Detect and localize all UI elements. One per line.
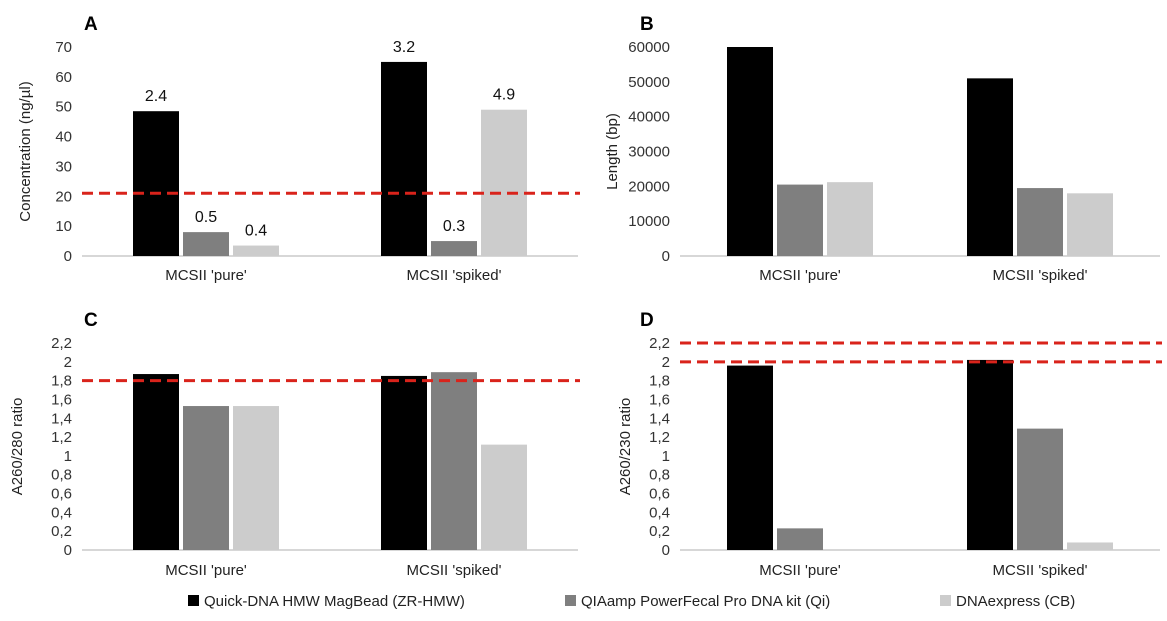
y-tick-label: 2: [64, 354, 72, 371]
y-tick-label: 1: [64, 448, 72, 465]
bar: [727, 47, 773, 256]
y-tick-label: 0: [64, 248, 72, 265]
legend: Quick-DNA HMW MagBead (ZR-HMW) QIAamp Pow…: [188, 593, 1075, 610]
x-category-label: MCSII 'spiked': [993, 267, 1088, 284]
y-tick-label: 50000: [628, 74, 670, 91]
bar: [1017, 428, 1063, 550]
y-tick-label: 1,4: [649, 410, 670, 427]
y-tick-label: 0,6: [51, 486, 72, 503]
bar: [233, 406, 279, 550]
bar: [431, 372, 477, 550]
y-tick-label: 0,4: [649, 504, 670, 521]
y-tick-label: 70: [55, 39, 72, 56]
x-category-label: MCSII 'spiked': [407, 562, 502, 579]
y-tick-label: 10: [55, 218, 72, 235]
bar: [381, 61, 427, 256]
data-label: 0.4: [245, 223, 267, 240]
bar: [967, 78, 1013, 256]
y-tick-label: 20000: [628, 178, 670, 195]
bar: [967, 359, 1013, 550]
y-tick-label: 1,6: [51, 391, 72, 408]
x-category-label: MCSII 'spiked': [993, 562, 1088, 579]
y-tick-label: 1,4: [51, 410, 72, 427]
panel-d: D A260/230 ratio 0 0,2 0,40,6 0,8 1 1,2 1,4 1,61,…: [617, 310, 1162, 579]
y-tick-label: 20: [55, 188, 72, 205]
bar: [431, 241, 477, 256]
y-tick-label: 30000: [628, 144, 670, 161]
x-category-label: MCSII 'spiked': [407, 267, 502, 284]
panel-letter: B: [640, 14, 654, 35]
bar: [827, 182, 873, 256]
y-axis-label: Length (bp): [604, 113, 621, 190]
bar: [183, 232, 229, 256]
y-tick-label: 0,6: [649, 486, 670, 503]
bar: [777, 184, 823, 256]
bar: [183, 406, 229, 550]
y-tick-label: 0,4: [51, 504, 72, 521]
y-tick-label: 1,8: [51, 373, 72, 390]
panel-letter: C: [84, 310, 98, 331]
y-tick-label: 0,2: [649, 523, 670, 540]
panel-a: A Concentration (ng/µl) 0 10 20 30 40 50 60 70 2.4…: [17, 14, 580, 284]
legend-swatch: [940, 595, 951, 606]
bar: [1067, 193, 1113, 256]
y-tick-label: 0,8: [649, 467, 670, 484]
y-tick-label: 1,2: [649, 429, 670, 446]
panel-c: C A260/280 ratio 0 0,2 0,40,6 0,8 1 1,2 1,4 1,61,…: [9, 310, 580, 579]
legend-entry: DNAexpress (CB): [956, 593, 1075, 610]
y-tick-label: 0,2: [51, 523, 72, 540]
data-label: 2.4: [145, 88, 167, 105]
y-axis-label: Concentration (ng/µl): [17, 81, 34, 221]
bar: [777, 528, 823, 550]
y-tick-label: 1,2: [51, 429, 72, 446]
y-tick-label: 60000: [628, 39, 670, 56]
y-tick-label: 50: [55, 99, 72, 116]
legend-entry: QIAamp PowerFecal Pro DNA kit (Qi): [581, 593, 830, 610]
y-axis-label: A260/230 ratio: [617, 398, 634, 496]
y-tick-label: 40: [55, 129, 72, 146]
y-tick-label: 0: [662, 542, 670, 559]
x-category-label: MCSII 'pure': [165, 562, 247, 579]
y-tick-label: 0: [64, 542, 72, 559]
y-tick-label: 40000: [628, 109, 670, 126]
bar: [481, 109, 527, 256]
bar: [233, 245, 279, 256]
bar: [133, 111, 179, 256]
bar: [1017, 188, 1063, 256]
x-category-label: MCSII 'pure': [759, 267, 841, 284]
bar: [381, 375, 427, 550]
y-axis-label: A260/280 ratio: [9, 398, 26, 496]
y-tick-label: 1,6: [649, 391, 670, 408]
y-tick-label: 60: [55, 69, 72, 86]
bar: [727, 365, 773, 550]
panel-b: B Length (bp) 0 10000 20000 30000 40000 50000 60…: [604, 14, 1160, 284]
data-label: 4.9: [493, 87, 515, 104]
legend-swatch: [565, 595, 576, 606]
bar: [1067, 542, 1113, 550]
y-tick-label: 2,2: [51, 335, 72, 352]
x-category-label: MCSII 'pure': [759, 562, 841, 579]
y-tick-label: 30: [55, 158, 72, 175]
y-tick-label: 1: [662, 448, 670, 465]
y-tick-label: 2: [662, 354, 670, 371]
panel-letter: A: [84, 14, 98, 35]
data-label: 0.5: [195, 209, 217, 226]
legend-entry: Quick-DNA HMW MagBead (ZR-HMW): [204, 593, 465, 610]
y-tick-label: 0,8: [51, 467, 72, 484]
y-tick-label: 0: [662, 248, 670, 265]
legend-swatch: [188, 595, 199, 606]
x-category-label: MCSII 'pure': [165, 267, 247, 284]
bar: [481, 444, 527, 550]
data-label: 3.2: [393, 39, 415, 56]
panel-letter: D: [640, 310, 654, 331]
y-tick-label: 1,8: [649, 373, 670, 390]
data-label: 0.3: [443, 218, 465, 235]
y-tick-label: 2,2: [649, 335, 670, 352]
bar: [133, 374, 179, 550]
y-tick-label: 10000: [628, 213, 670, 230]
